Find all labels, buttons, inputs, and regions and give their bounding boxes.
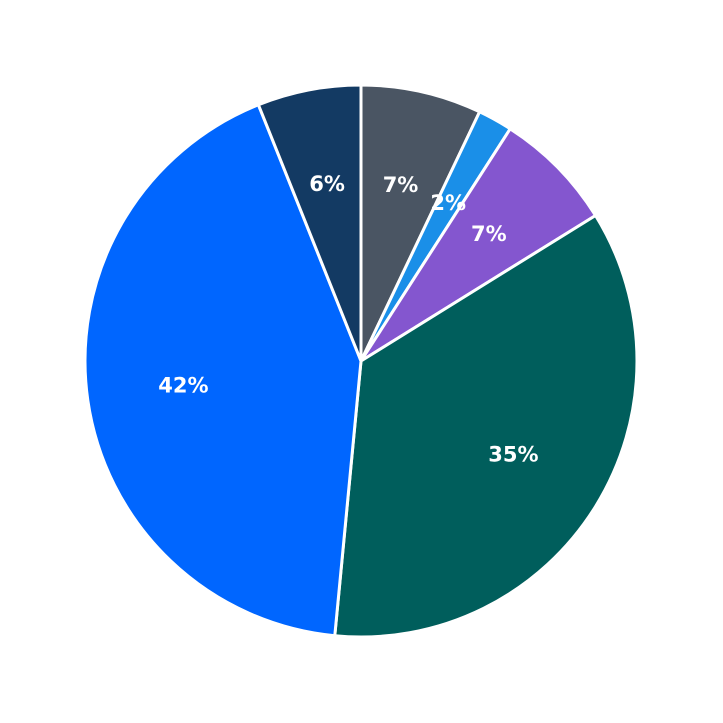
slice-label: 35%: [488, 443, 538, 467]
slice-label: 7%: [471, 222, 507, 246]
slice-label: 7%: [383, 173, 419, 197]
slice-label: 42%: [158, 374, 208, 398]
pie-slice: [256, 83, 363, 363]
pie-slice: [333, 213, 639, 639]
slice-label: 2%: [430, 191, 466, 215]
slice-label: 6%: [309, 172, 345, 196]
pie-slice: [359, 127, 598, 363]
pie-slice: [359, 83, 482, 363]
pie-slice: [83, 103, 363, 638]
